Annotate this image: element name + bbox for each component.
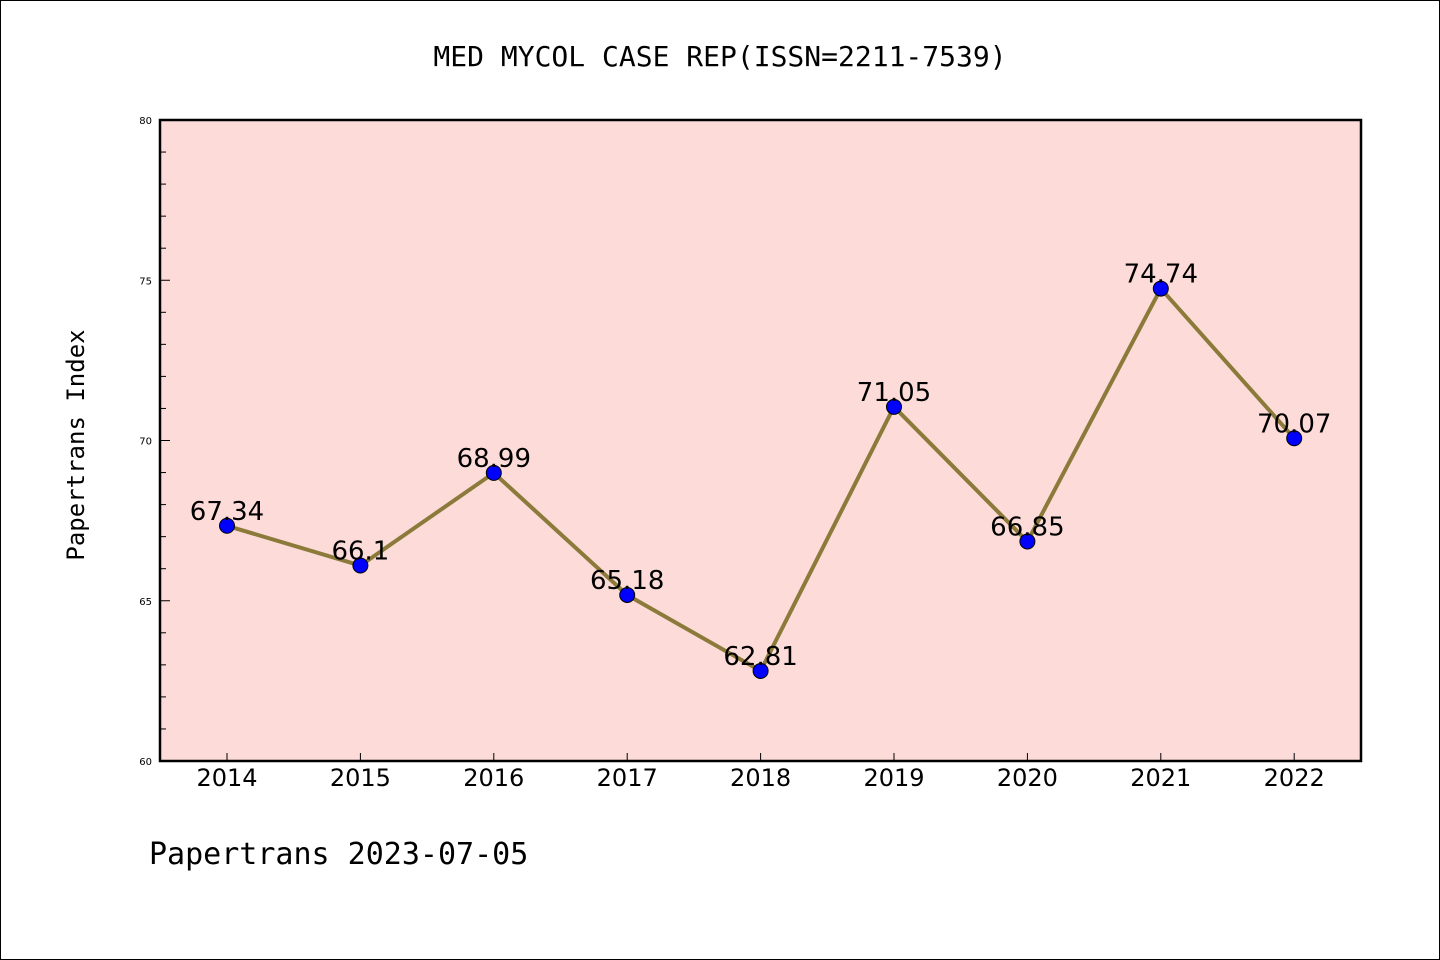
data-label: 65.18 [590, 566, 664, 596]
x-tick-label: 2015 [330, 764, 391, 792]
x-tick-label: 2021 [1130, 764, 1191, 792]
data-point [752, 662, 769, 679]
footer-date: Papertrans 2023-07-05 [149, 837, 528, 872]
series: 67.34 66.1 68.99 65.18 62.81 71.05 66.85 74.74 7… [190, 260, 1331, 679]
data-label: 62.81 [723, 642, 797, 672]
data-label: 66.1 [331, 536, 389, 566]
data-point [619, 586, 636, 603]
x-tick-label: 2014 [196, 764, 257, 792]
data-point [886, 398, 902, 415]
data-label: 71.05 [857, 378, 931, 408]
data-label: 67.34 [190, 497, 264, 527]
x-tick-label: 2020 [997, 764, 1058, 792]
x-tick-label: 2022 [1264, 764, 1325, 792]
data-point [352, 557, 369, 574]
plot-border [158, 118, 1363, 763]
plot-area [160, 120, 1361, 761]
data-label: 66.85 [990, 512, 1064, 542]
y-tick-label: 80 [139, 116, 152, 127]
data-point [219, 517, 235, 534]
data-point [1152, 280, 1169, 297]
data-label: 68.99 [457, 444, 531, 474]
y-tick-label: 75 [139, 276, 152, 287]
data-label: 74.74 [1124, 260, 1198, 290]
chart-title: MED MYCOL CASE REP(ISSN=2211-7539) [433, 40, 1006, 73]
x-tick-label: 2019 [863, 764, 924, 792]
y-axis-label: Papertrans Index [62, 329, 90, 560]
data-point [1286, 430, 1303, 447]
data-label: 70.07 [1257, 409, 1331, 439]
y-tick-label: 70 [139, 437, 152, 448]
x-tick-label: 2018 [730, 764, 791, 792]
x-axis: 2014 2015 2016 2017 2018 2019 2020 2021 2022 [196, 753, 1325, 792]
y-tick-label: 65 [139, 597, 152, 608]
x-tick-label: 2017 [597, 764, 658, 792]
y-tick-label: 60 [139, 757, 152, 768]
x-tick-label: 2016 [463, 764, 524, 792]
data-point [1019, 533, 1036, 550]
data-point [485, 464, 502, 481]
y-axis: 60 65 70 75 80 [139, 116, 170, 768]
